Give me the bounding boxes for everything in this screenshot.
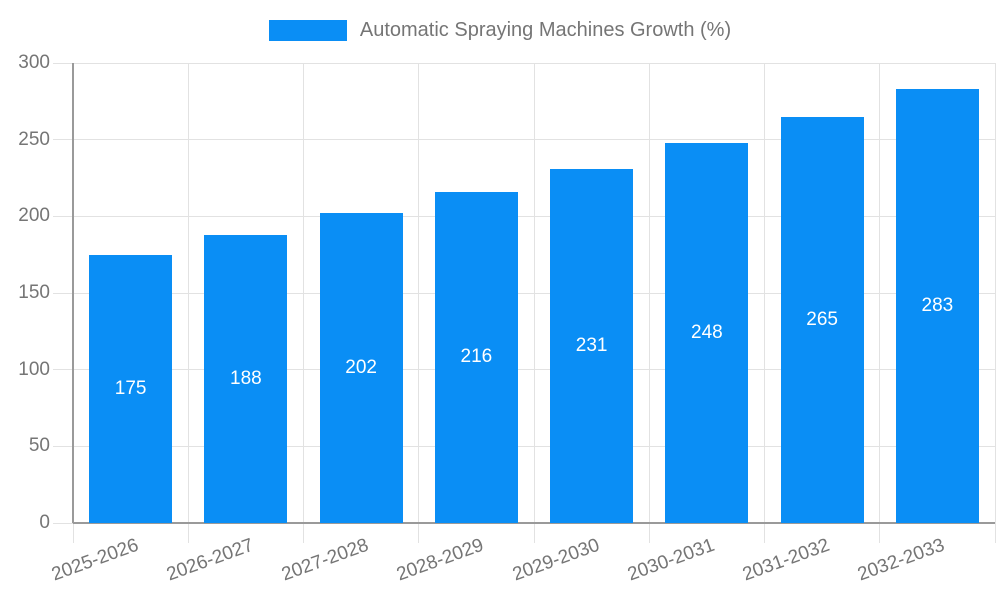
y-gridline — [53, 215, 995, 217]
y-gridline — [53, 445, 995, 447]
y-tick-label: 250 — [18, 128, 50, 150]
x-gridline — [994, 63, 996, 543]
bar-value-label: 216 — [460, 346, 493, 368]
bar-value-label: 248 — [691, 321, 723, 343]
y-tick-label: 100 — [18, 358, 50, 380]
legend-label: Automatic Spraying Machines Growth (%) — [359, 19, 732, 41]
bar[interactable] — [780, 116, 864, 523]
y-gridline — [53, 139, 995, 141]
y-tick-label: 200 — [18, 205, 50, 227]
bar-value-label: 202 — [345, 357, 377, 379]
y-tick-label: 0 — [39, 512, 50, 533]
y-tick-label: 50 — [28, 435, 50, 457]
y-tick-label: 300 — [18, 52, 50, 73]
bar-value-label: 231 — [575, 334, 608, 356]
bar-value-label: 283 — [921, 295, 954, 317]
bar-value-label: 265 — [806, 308, 838, 330]
bar-value-label: 188 — [230, 367, 262, 389]
bar[interactable] — [204, 234, 288, 523]
y-gridline — [53, 369, 995, 371]
legend-swatch — [268, 19, 347, 41]
x-gridline — [879, 63, 881, 543]
y-gridline — [53, 62, 995, 64]
x-axis-line — [73, 522, 995, 524]
x-gridline — [187, 63, 189, 543]
bar[interactable] — [665, 142, 749, 523]
y-gridline — [53, 292, 995, 294]
x-gridline — [648, 63, 650, 543]
bar[interactable] — [89, 254, 173, 523]
bar[interactable] — [550, 168, 634, 523]
bar-value-label: 175 — [114, 377, 147, 399]
x-gridline — [533, 63, 535, 543]
x-gridline — [764, 63, 765, 543]
x-gridline — [418, 63, 420, 543]
y-tick-label: 150 — [18, 282, 50, 303]
bar[interactable] — [434, 191, 518, 523]
bar[interactable] — [319, 213, 403, 523]
x-gridline — [303, 63, 304, 543]
y-axis-line — [72, 63, 74, 523]
bar[interactable] — [895, 89, 979, 523]
legend: Automatic Spraying Machines Growth (%) — [0, 17, 1000, 43]
